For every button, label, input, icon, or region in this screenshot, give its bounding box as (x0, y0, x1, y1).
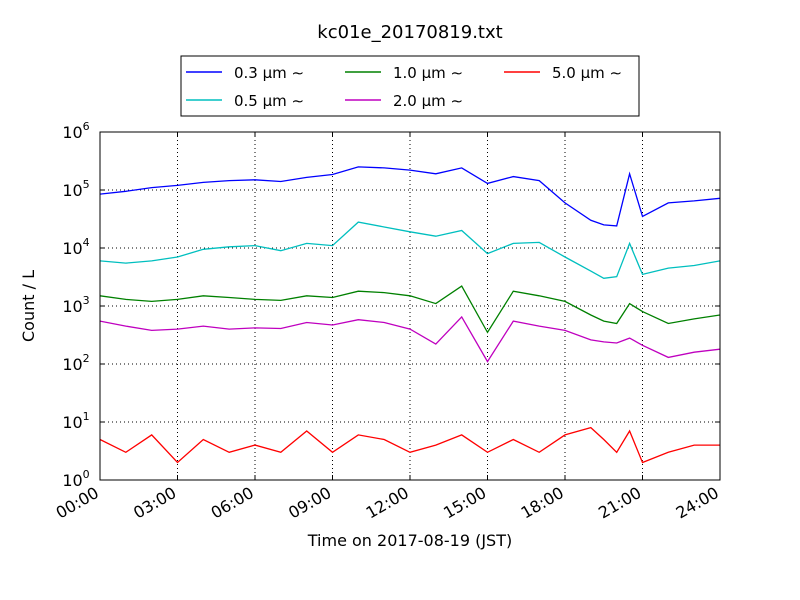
chart-title: kc01e_20170819.txt (317, 22, 502, 43)
series-line (100, 166, 720, 227)
legend-label: 2.0 μm ∼ (393, 92, 463, 110)
x-tick-label: 06:00 (208, 483, 257, 523)
legend-box (180, 55, 640, 117)
y-tick-label: 106 (62, 120, 89, 142)
x-tick-label: 09:00 (285, 483, 334, 523)
y-axis-ticks: 100 101 102 103 104 105 106 (62, 120, 720, 490)
x-tick-label: 24:00 (673, 483, 722, 523)
x-tick-label: 21:00 (595, 483, 644, 523)
series-line (100, 221, 720, 279)
series-line (100, 315, 720, 363)
legend-label: 5.0 μm ∼ (552, 64, 622, 82)
legend-label: 0.3 μm ∼ (234, 64, 304, 82)
series-lines (100, 166, 720, 464)
y-tick-label: 103 (62, 294, 89, 316)
x-tick-label: 03:00 (130, 483, 179, 523)
x-tick-label: 18:00 (518, 483, 567, 523)
y-tick-label: 104 (62, 236, 89, 258)
y-axis-label: Count / L (19, 270, 38, 342)
grid-lines (100, 132, 720, 480)
x-tick-label: 15:00 (440, 483, 489, 523)
legend: 0.3 μm ∼ 0.5 μm ∼ 1.0 μm ∼ 2.0 μm ∼ 5.0 μm ∼ (180, 55, 640, 117)
x-axis-label: Time on 2017-08-19 (JST) (307, 531, 512, 550)
x-tick-label: 12:00 (363, 483, 412, 523)
y-tick-label: 101 (62, 410, 89, 432)
y-tick-label: 102 (62, 352, 89, 374)
series-line (100, 426, 720, 464)
legend-label: 1.0 μm ∼ (393, 64, 463, 82)
y-tick-label: 100 (62, 468, 89, 490)
x-axis-ticks: 00:00 03:00 06:00 09:00 12:00 15:00 18:00 21:00… (53, 132, 722, 523)
series-line (100, 285, 720, 334)
legend-label: 0.5 μm ∼ (234, 92, 304, 110)
y-tick-label: 105 (62, 178, 89, 200)
